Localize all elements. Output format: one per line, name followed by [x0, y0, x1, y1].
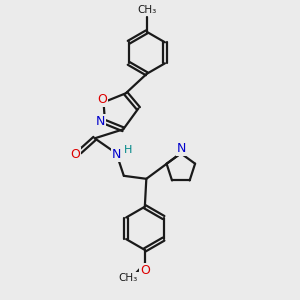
Text: O: O	[140, 264, 150, 277]
Text: N: N	[96, 116, 105, 128]
Text: N: N	[112, 148, 121, 161]
Text: CH₃: CH₃	[137, 5, 156, 15]
Text: O: O	[97, 93, 107, 106]
Text: H: H	[124, 145, 132, 155]
Text: O: O	[70, 148, 80, 161]
Text: CH₃: CH₃	[119, 272, 138, 283]
Text: N: N	[177, 142, 186, 155]
